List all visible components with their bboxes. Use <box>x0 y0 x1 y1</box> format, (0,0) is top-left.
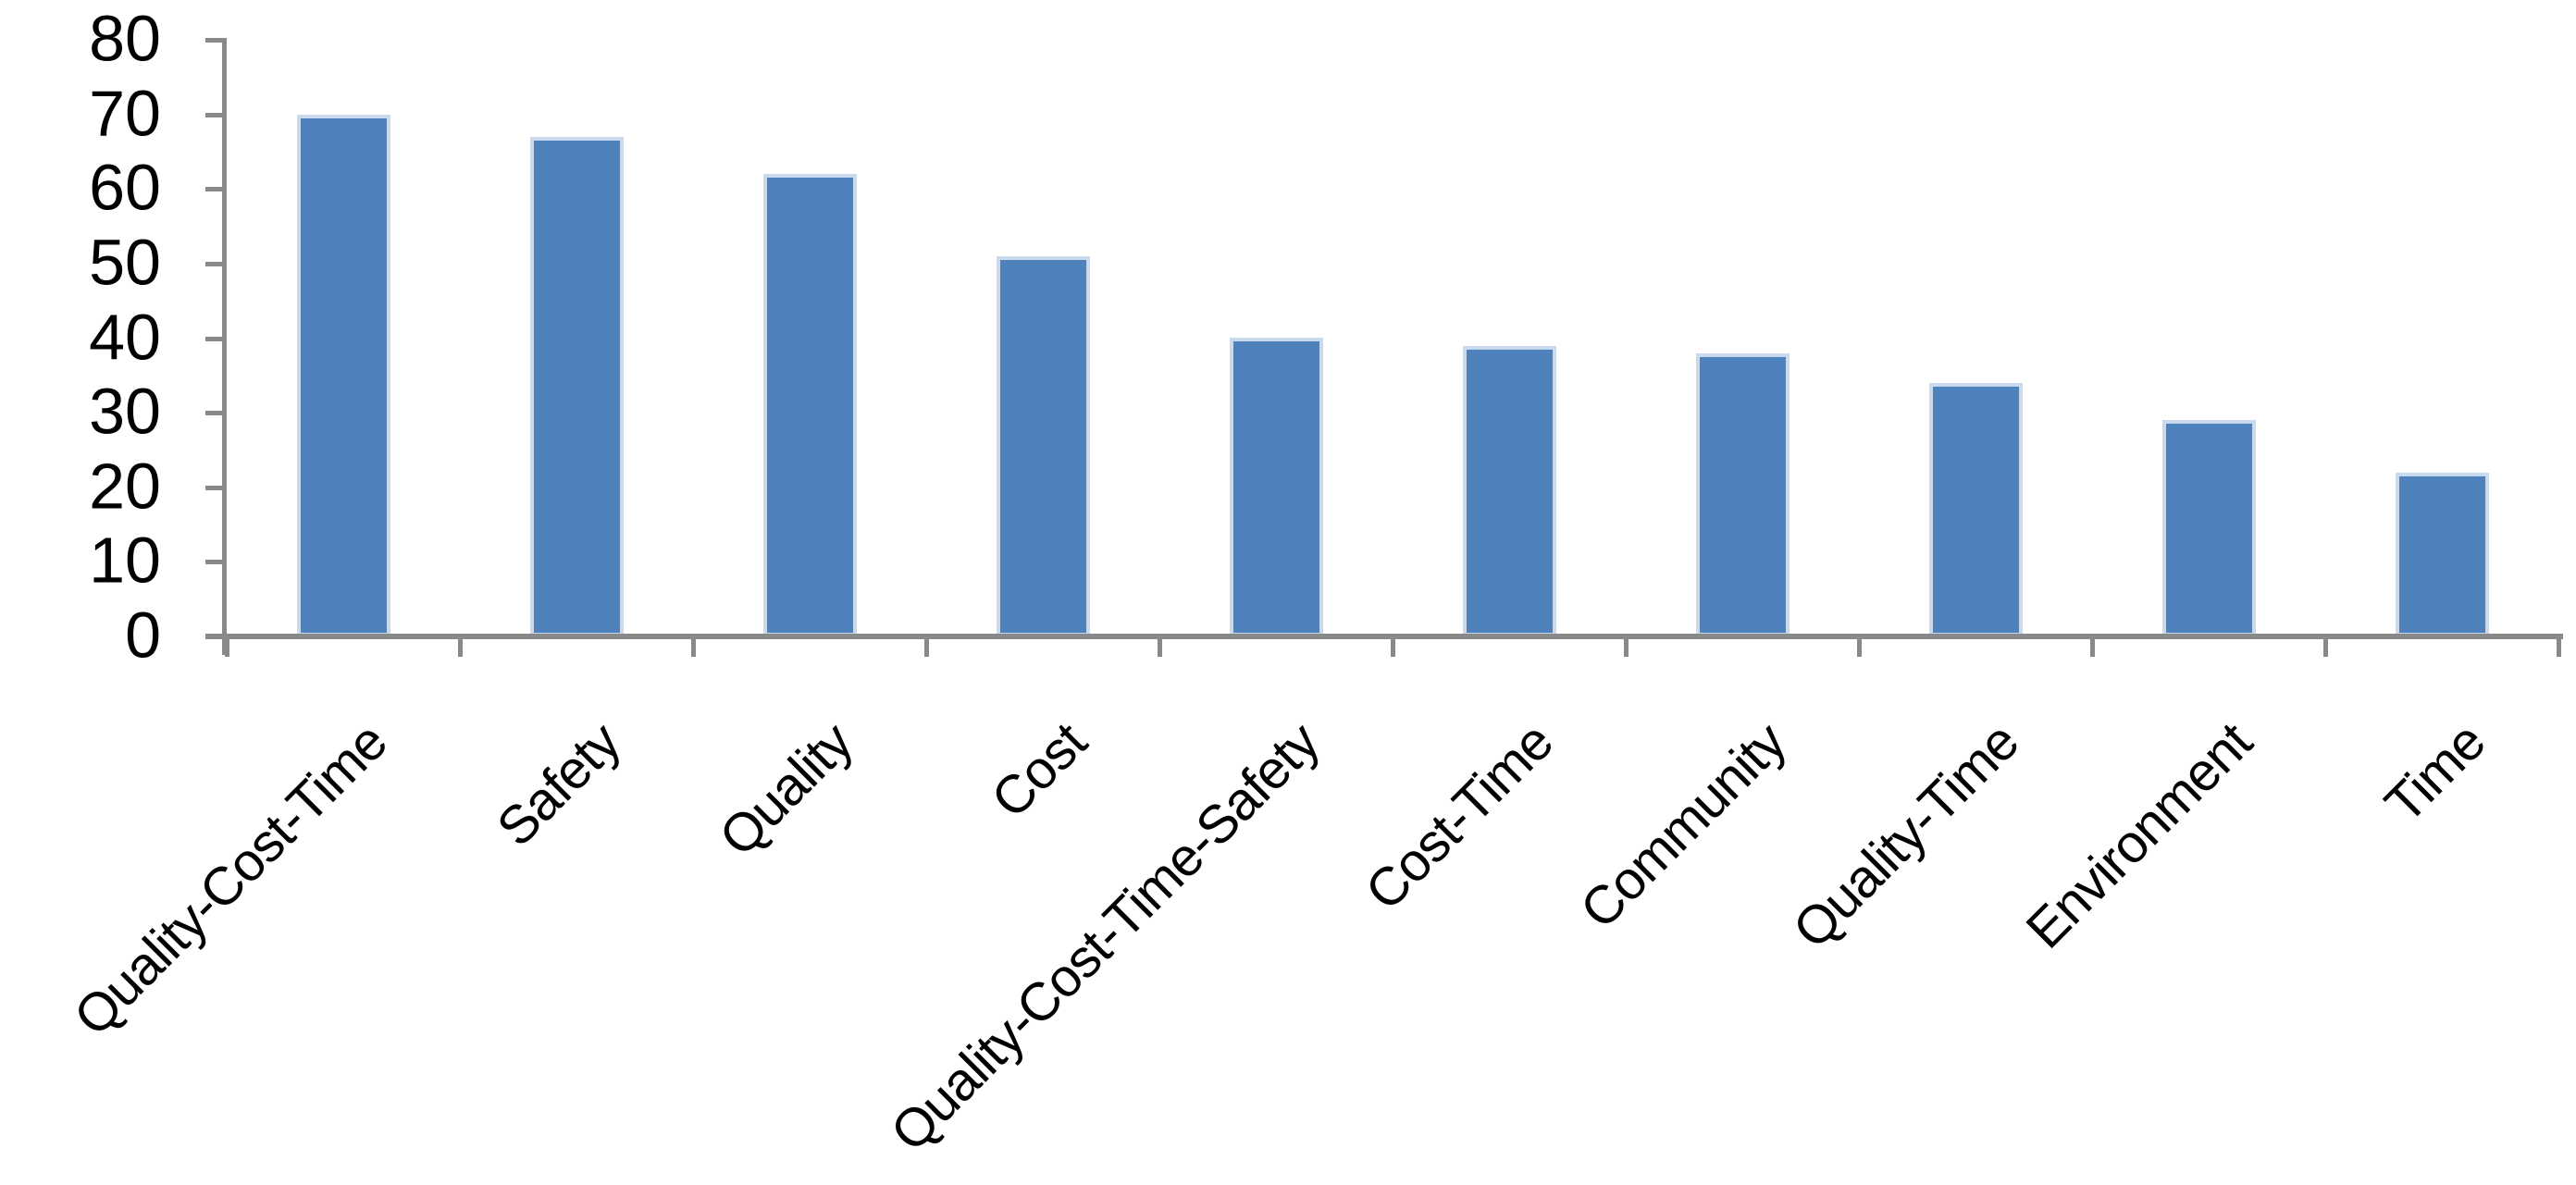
x-axis-tick <box>2557 634 2561 657</box>
x-axis-category-label: Time <box>2373 711 2497 835</box>
x-axis-tick <box>1158 634 1162 657</box>
bar-cost <box>997 256 1090 636</box>
x-axis-category-label: Quality <box>708 711 865 868</box>
bar-cost-time <box>1463 346 1556 636</box>
x-axis-tick <box>1857 634 1862 657</box>
x-axis-category-label: Quality-Time <box>1781 711 2031 960</box>
x-axis-category-label: Quality-Cost-Time <box>62 711 399 1048</box>
x-axis-tick <box>1391 634 1395 657</box>
y-axis-tick-label: 50 <box>89 226 161 299</box>
x-axis-category-label: Cost <box>979 711 1098 830</box>
y-axis-tick-label: 10 <box>89 524 161 597</box>
x-axis-category-label: Environment <box>2014 711 2264 960</box>
y-axis-tick <box>205 560 227 564</box>
x-axis-tick <box>225 634 229 657</box>
y-axis-tick-label: 40 <box>89 301 161 374</box>
x-axis-tick <box>2323 634 2328 657</box>
y-axis-tick <box>205 113 227 117</box>
x-axis-category-label: Cost-Time <box>1354 711 1565 922</box>
y-axis-tick <box>205 486 227 490</box>
y-axis-tick-label: 80 <box>89 2 161 75</box>
y-axis-tick-label: 70 <box>89 77 161 150</box>
y-axis-tick <box>205 337 227 341</box>
bar-quality <box>763 174 857 636</box>
y-axis-tick-label: 0 <box>125 599 161 672</box>
x-axis-tick <box>1624 634 1629 657</box>
bar-environment <box>2162 420 2256 636</box>
y-axis-tick-label: 20 <box>89 450 161 523</box>
x-axis-category-label: Community <box>1568 711 1798 941</box>
bar-quality-time <box>1929 383 2023 636</box>
x-axis-tick <box>924 634 929 657</box>
bar-time <box>2396 473 2489 636</box>
x-axis-line <box>205 634 2563 639</box>
y-axis-tick <box>205 38 227 43</box>
x-axis-tick <box>2090 634 2095 657</box>
y-axis-tick-label: 60 <box>89 151 161 224</box>
y-axis-tick <box>205 187 227 191</box>
y-axis-line <box>222 40 227 655</box>
x-axis-category-label: Quality-Cost-Time-Safety <box>879 711 1331 1164</box>
bar-quality-cost-time <box>297 115 390 636</box>
bar-community <box>1696 353 1790 636</box>
y-axis-tick <box>205 411 227 415</box>
y-axis-tick <box>205 262 227 266</box>
y-axis-tick-label: 30 <box>89 375 161 448</box>
x-axis-tick <box>691 634 696 657</box>
bar-safety <box>530 137 624 636</box>
x-axis-category-label: Safety <box>485 711 632 858</box>
x-axis-tick <box>458 634 463 657</box>
bar-quality-cost-time-safety <box>1230 338 1323 636</box>
